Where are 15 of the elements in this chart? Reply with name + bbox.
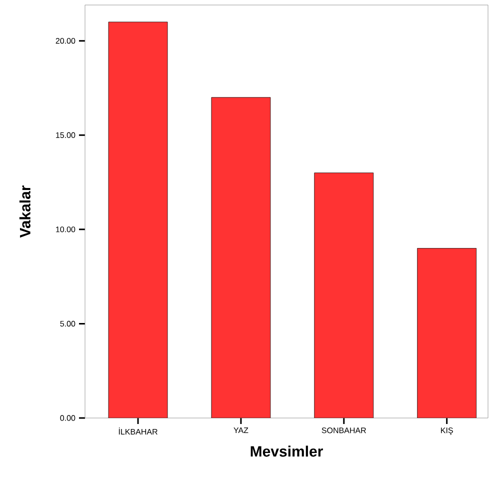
y-tick-label: 10.00 xyxy=(56,226,76,232)
y-tick-label: 5.00 xyxy=(60,320,76,327)
y-tick-label: 20.00 xyxy=(56,38,76,44)
y-axis-title: Vakalar xyxy=(19,185,30,238)
x-tick-label: SONBAHAR xyxy=(322,428,366,434)
y-tick-label: 0.00 xyxy=(60,415,76,421)
x-tick-label: YAZ xyxy=(234,428,248,434)
x-axis-title: Mevsimler xyxy=(250,446,323,457)
bar xyxy=(211,97,271,418)
x-tick-label: İLKBAHAR xyxy=(118,428,158,434)
bar xyxy=(314,172,374,418)
bar xyxy=(417,248,477,418)
bar xyxy=(108,22,168,418)
x-tick-label: KIŞ xyxy=(441,428,453,435)
y-tick-label: 15.00 xyxy=(56,132,76,138)
